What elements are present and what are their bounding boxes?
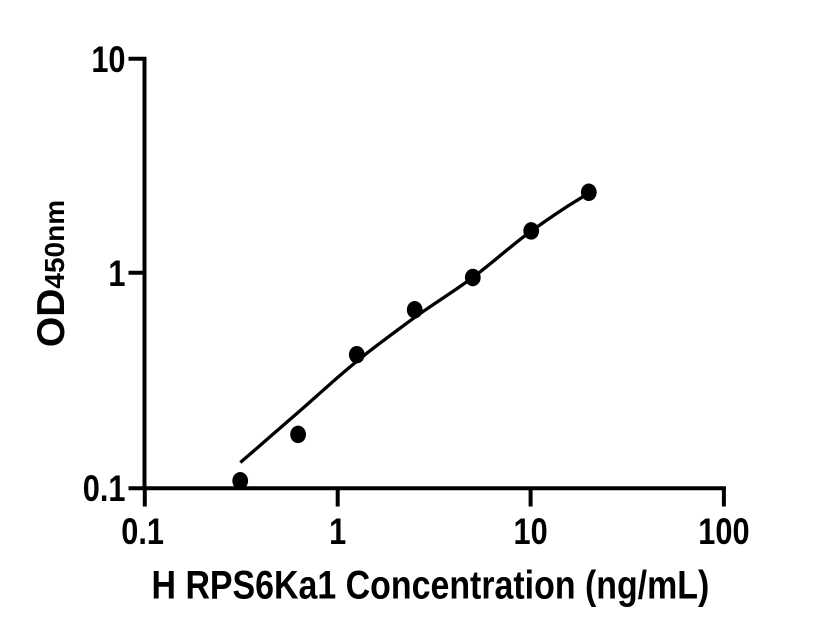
svg-text:1: 1 <box>329 511 346 552</box>
svg-text:1: 1 <box>108 253 125 294</box>
svg-text:100: 100 <box>698 511 749 552</box>
svg-text:10: 10 <box>91 39 125 80</box>
svg-text:10: 10 <box>514 511 548 552</box>
svg-text:0.1: 0.1 <box>83 468 126 509</box>
svg-text:0.1: 0.1 <box>121 511 164 552</box>
svg-text:OD450nm: OD450nm <box>30 200 73 347</box>
svg-text:H RPS6Ka1 Concentration (ng/mL: H RPS6Ka1 Concentration (ng/mL) <box>152 562 710 607</box>
